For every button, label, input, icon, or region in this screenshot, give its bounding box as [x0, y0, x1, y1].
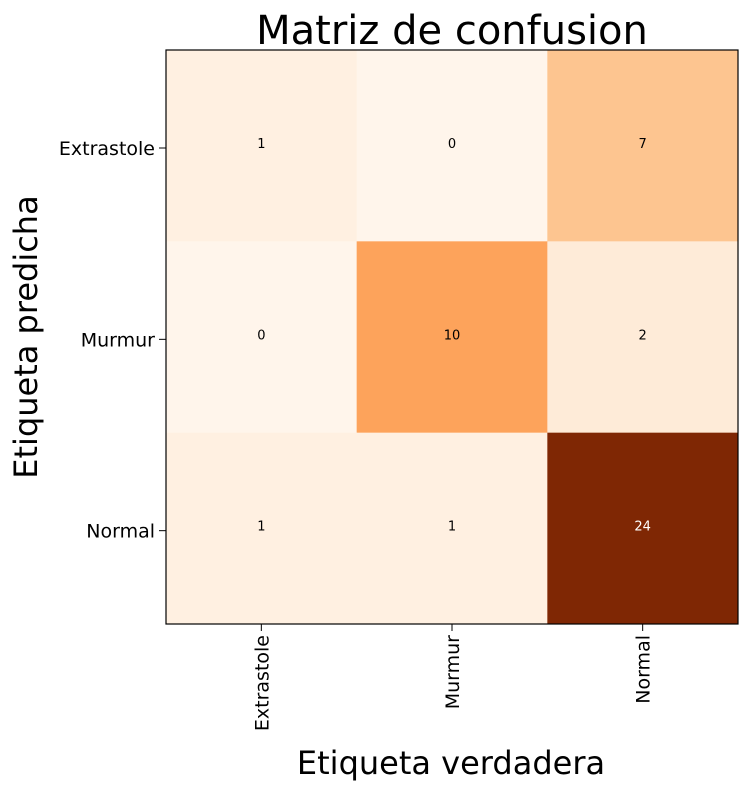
y-tick-label: Murmur: [81, 329, 155, 351]
x-tick-label: Extrastole: [251, 635, 273, 731]
cell-value-label: 1: [448, 520, 456, 535]
cell-value-label: 1: [257, 137, 265, 152]
heatmap-cell-2-1: [356, 432, 548, 625]
heatmap-cell-2-2: [547, 432, 739, 625]
cell-value-labels: 1 0 70 10 21 1 24: [257, 137, 651, 535]
x-axis-ticks: Extrastole Murmur Normal: [251, 624, 655, 731]
heatmap-cells: [166, 50, 739, 625]
x-tick-label: Normal: [633, 635, 655, 704]
heatmap-cell-0-0: [166, 50, 358, 242]
cell-value-label: 24: [634, 520, 651, 535]
chart-title: Matriz de confusion: [256, 8, 648, 54]
cell-value-label: 10: [444, 328, 461, 343]
y-axis-ticks: Extrastole Murmur Normal: [59, 138, 166, 543]
cell-value-label: 0: [448, 137, 456, 152]
heatmap-cell-1-0: [166, 241, 358, 434]
heatmap-cell-0-2: [547, 50, 739, 242]
heatmap-cell-2-0: [166, 432, 358, 625]
x-tick-label: Murmur: [442, 635, 464, 709]
heatmap-cell-0-1: [356, 50, 548, 242]
y-axis-label: Etiqueta predicha: [7, 195, 45, 478]
heatmap-cell-1-2: [547, 241, 739, 434]
y-tick-label: Normal: [86, 521, 155, 543]
x-axis-label: Etiqueta verdadera: [297, 744, 605, 782]
cell-value-label: 1: [257, 520, 265, 535]
y-tick-label: Extrastole: [59, 138, 155, 160]
cell-value-label: 2: [639, 328, 647, 343]
heatmap-cell-1-1: [356, 241, 548, 434]
cell-value-label: 7: [639, 137, 647, 152]
cell-value-label: 0: [257, 328, 265, 343]
